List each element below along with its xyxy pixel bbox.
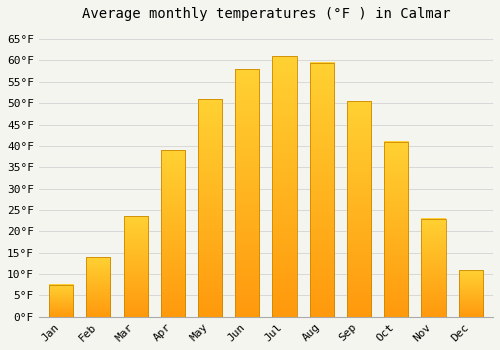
Title: Average monthly temperatures (°F ) in Calmar: Average monthly temperatures (°F ) in Ca… — [82, 7, 450, 21]
